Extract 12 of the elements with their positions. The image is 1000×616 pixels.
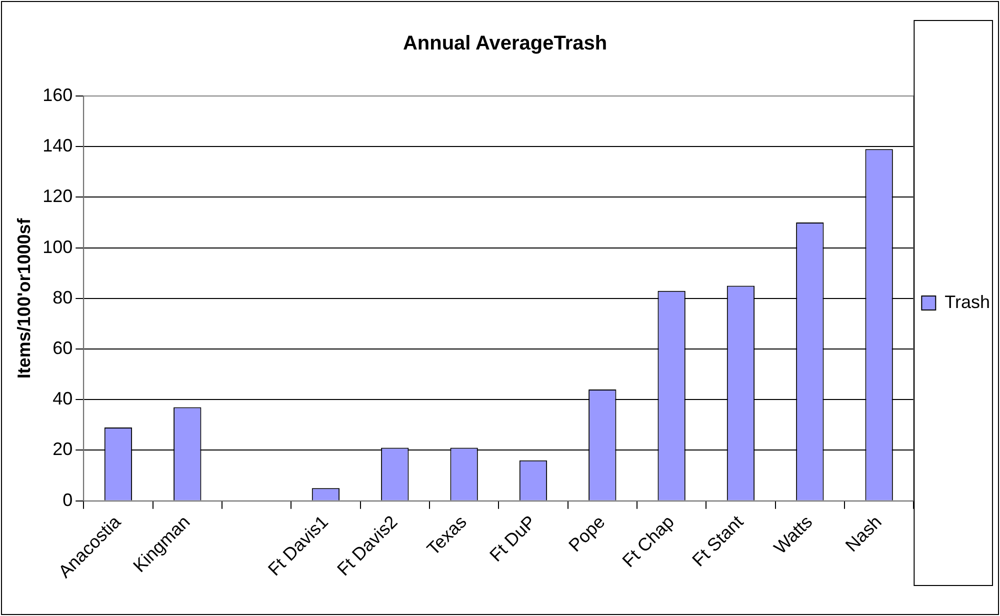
y-tick-label: 140 — [42, 136, 73, 156]
y-tick-label: 80 — [52, 287, 73, 308]
y-tick-label: 60 — [52, 338, 73, 358]
chart-title: Annual AverageTrash — [402, 32, 608, 55]
y-tick-label: 160 — [42, 84, 73, 105]
y-tick-label: 100 — [42, 236, 73, 257]
y-tick-label: 20 — [52, 439, 73, 460]
y-tick-label: 40 — [52, 388, 73, 409]
y-tick-label: 0 — [62, 490, 73, 510]
y-tick-label: 120 — [42, 186, 73, 206]
legend-label: Trash — [944, 292, 990, 312]
y-axis-title: Items/100'or1000sf — [14, 217, 34, 379]
